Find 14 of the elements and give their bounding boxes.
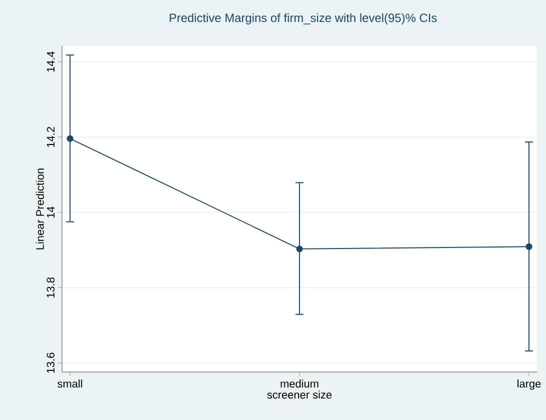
chart-title: Predictive Margins of firm_size with level(95)% CIs [170, 13, 437, 24]
y-tick-label: 14.4 [46, 51, 54, 72]
y-tick-label: 13.6 [46, 352, 54, 373]
point [66, 135, 74, 142]
y-tick-label: 14.2 [46, 126, 54, 147]
x-tick-label: large [518, 380, 541, 390]
y-tick-label: 13.8 [46, 278, 54, 298]
y-axis-title: Linear Prediction [36, 168, 44, 250]
y-tick-label: 14 [46, 206, 54, 218]
x-tick-label: medium [280, 380, 318, 388]
x-axis-title: screener size [267, 390, 332, 399]
x-tick-label: small [58, 380, 82, 388]
point [296, 246, 303, 252]
point [526, 243, 532, 250]
